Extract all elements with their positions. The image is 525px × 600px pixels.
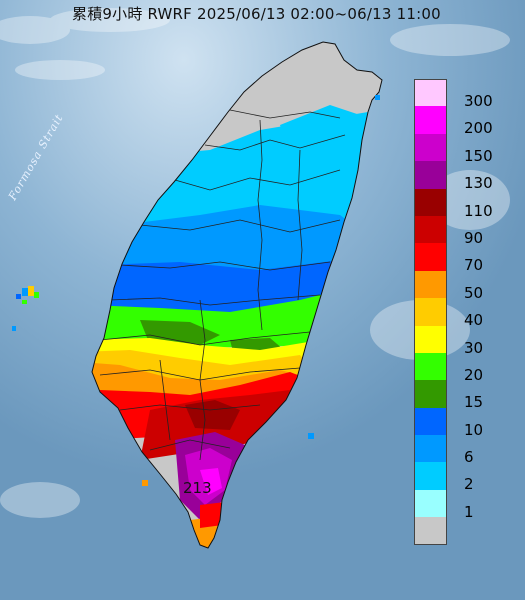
band-north-2mm-patch: [280, 105, 370, 165]
taiwan-island: [91, 41, 383, 549]
legend-item: 10: [414, 407, 504, 439]
legend-item: 70: [414, 243, 504, 275]
legend-label: 300: [464, 92, 493, 110]
legend-swatch: [414, 270, 447, 299]
legend-label: 200: [464, 119, 493, 138]
map-title: 累積9小時 RWRF 2025/06/13 02:00~06/13 11:00: [72, 5, 441, 23]
legend-swatch: [414, 243, 447, 271]
legend-item: 15: [414, 380, 504, 412]
legend-item: 200: [414, 106, 504, 138]
legend-item: 6: [414, 435, 504, 467]
legend-label: 6: [464, 448, 474, 467]
legend-item: [414, 517, 504, 545]
legend-swatch: [414, 79, 447, 107]
legend-item: 130: [414, 161, 504, 193]
legend-item: 50: [414, 270, 504, 302]
county-boundaries: [99, 109, 346, 461]
legend-label: 20: [464, 365, 484, 384]
legend-label: 15: [464, 393, 484, 412]
legend-label: 150: [464, 146, 493, 165]
legend-label: 40: [464, 311, 484, 330]
legend-item: 40: [414, 298, 504, 330]
legend-swatch: [414, 161, 447, 189]
max-rainfall-label: 213: [183, 479, 212, 497]
legend-swatch: [414, 435, 447, 463]
legend-label: 130: [464, 174, 493, 193]
rain-bands: [92, 105, 380, 548]
legend-swatch: [414, 489, 447, 518]
legend-swatch: [414, 380, 447, 408]
legend-swatch: [414, 106, 447, 134]
legend-swatch: [414, 407, 447, 436]
legend-swatch: [414, 352, 447, 381]
legend-item: 90: [414, 215, 504, 247]
legend-swatch: [414, 133, 447, 162]
legend-swatch: [414, 517, 447, 545]
island-outline: [91, 41, 383, 549]
legend-item: 2: [414, 462, 504, 494]
band-200mm: [200, 468, 222, 495]
legend-swatch: [414, 298, 447, 326]
legend-swatch: [414, 215, 447, 244]
guishan-islet: [375, 95, 380, 100]
legend-label: 110: [464, 201, 493, 220]
legend-label: 2: [464, 475, 474, 494]
legend-item: 30: [414, 325, 504, 357]
legend-item: 300: [414, 79, 504, 110]
legend-item: 1: [414, 489, 504, 521]
legend-label: 70: [464, 256, 484, 275]
lanyu-islet: [308, 433, 314, 439]
legend-swatch: [414, 462, 447, 490]
penghu-islands: [12, 286, 39, 331]
legend-label: 50: [464, 283, 484, 302]
rainfall-legend: 300 200 150 130 110 90 70 50 40 30 20 15 10 6 2 1: [414, 79, 504, 545]
liuqiu-islet: [142, 480, 148, 486]
band-south-tip-red: [200, 502, 225, 528]
legend-swatch: [414, 325, 447, 353]
legend-item: 150: [414, 133, 504, 165]
legend-label: 90: [464, 228, 484, 247]
legend-swatch: [414, 188, 447, 216]
legend-item: 20: [414, 352, 504, 384]
legend-label: 10: [464, 420, 484, 439]
legend-label: 1: [464, 502, 474, 521]
legend-item: 110: [414, 188, 504, 220]
band-110mm: [185, 400, 240, 430]
legend-label: 30: [464, 338, 484, 357]
